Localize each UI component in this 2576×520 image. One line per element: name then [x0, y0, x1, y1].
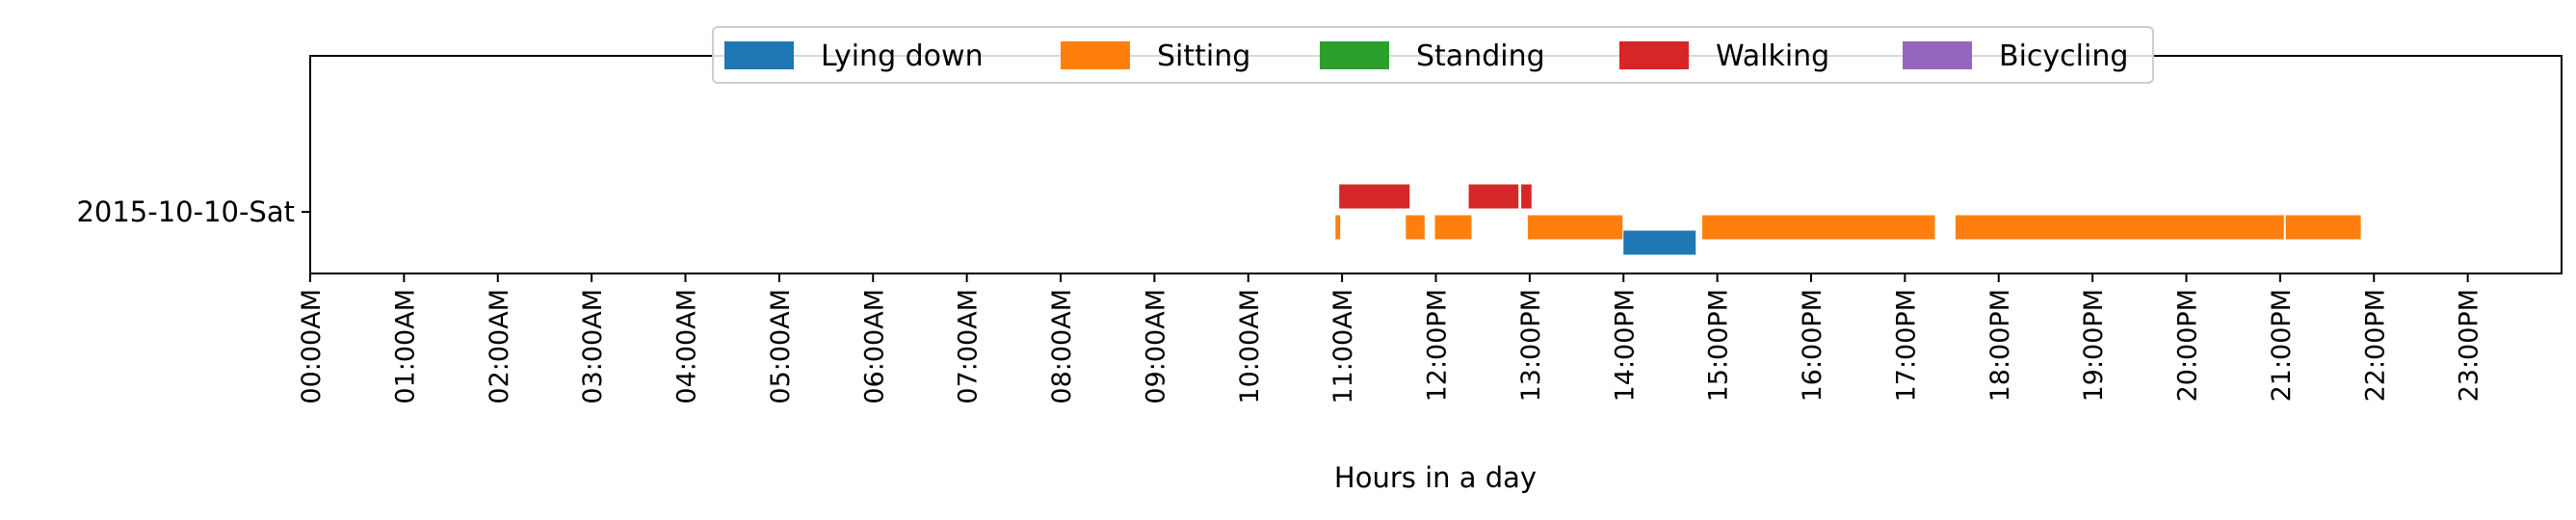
x-axis: 00:00AM 01:00AM 02:00AM 03:00AM 04:00AM 05:00…	[297, 273, 2484, 404]
legend: Lying down Sitting Standing Walking Bicyclin…	[712, 26, 2154, 84]
bars-layer	[1335, 184, 2361, 255]
x-tick-label-15: 15:00PM	[1704, 289, 1734, 402]
bar-sitting-6	[2285, 215, 2361, 240]
bar-walking-0	[1339, 184, 1410, 209]
x-tick-label-3: 03:00AM	[578, 289, 608, 404]
legend-label-sitting: Sitting	[1157, 39, 1250, 73]
x-tick-label-19: 19:00PM	[2079, 289, 2109, 402]
legend-label-lying-down: Lying down	[821, 39, 984, 73]
x-tick-label-0: 00:00AM	[297, 289, 327, 404]
x-axis-label: Hours in a day	[1334, 461, 1537, 494]
x-tick-label-1: 01:00AM	[390, 289, 420, 404]
legend-swatch-walking	[1619, 41, 1689, 69]
legend-label-standing: Standing	[1416, 39, 1545, 73]
y-axis: 2015-10-10-Sat	[76, 195, 310, 228]
x-tick-label-11: 11:00AM	[1328, 289, 1358, 404]
bar-lying-down-0	[1623, 230, 1696, 255]
x-tick-label-18: 18:00PM	[1985, 289, 2015, 402]
x-tick-label-10: 10:00AM	[1235, 289, 1265, 404]
bar-walking-1	[1468, 184, 1519, 209]
bar-sitting-4	[1702, 215, 1935, 240]
x-tick-label-23: 23:00PM	[2455, 289, 2484, 402]
x-tick-label-2: 02:00AM	[485, 289, 514, 404]
legend-label-bicycling: Bicycling	[1999, 39, 2128, 73]
legend-label-walking: Walking	[1716, 39, 1829, 73]
legend-swatch-standing	[1320, 41, 1389, 69]
x-tick-label-21: 21:00PM	[2267, 289, 2297, 402]
bar-sitting-2	[1434, 215, 1472, 240]
x-tick-label-5: 05:00AM	[766, 289, 796, 404]
legend-swatch-sitting	[1061, 41, 1130, 69]
bar-sitting-1	[1406, 215, 1425, 240]
bar-sitting-5	[1955, 215, 2284, 240]
x-tick-label-9: 09:00AM	[1141, 289, 1170, 404]
legend-swatch-bicycling	[1903, 41, 1972, 69]
x-tick-label-7: 07:00AM	[954, 289, 984, 404]
bar-sitting-3	[1527, 215, 1623, 240]
y-tick-label-0: 2015-10-10-Sat	[76, 195, 295, 228]
x-tick-label-14: 14:00PM	[1610, 289, 1640, 402]
x-tick-label-12: 12:00PM	[1423, 289, 1453, 402]
legend-swatch-lying-down	[724, 41, 794, 69]
x-tick-label-22: 22:00PM	[2360, 289, 2390, 402]
x-tick-label-13: 13:00PM	[1516, 289, 1546, 402]
x-tick-label-17: 17:00PM	[1891, 289, 1921, 402]
x-tick-label-4: 04:00AM	[672, 289, 702, 404]
x-tick-label-16: 16:00PM	[1798, 289, 1827, 402]
x-tick-label-8: 08:00AM	[1047, 289, 1077, 404]
x-tick-label-6: 06:00AM	[859, 289, 889, 404]
bar-walking-2	[1521, 184, 1532, 209]
x-tick-label-20: 20:00PM	[2173, 289, 2203, 402]
bar-sitting-0	[1335, 215, 1341, 240]
